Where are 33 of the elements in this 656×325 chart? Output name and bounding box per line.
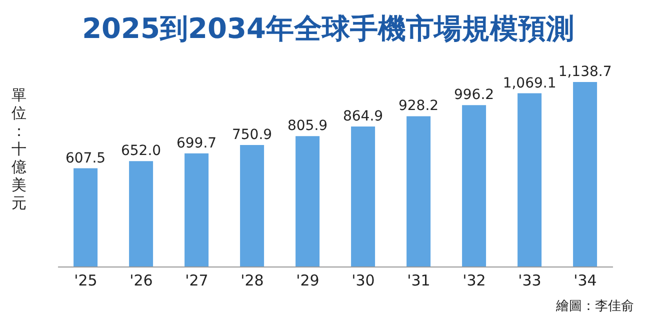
bar <box>184 153 209 267</box>
data-label: 607.5 <box>65 150 106 166</box>
chart-title: 2025到2034年全球手機市場規模預測 <box>81 11 575 47</box>
bar <box>351 126 376 267</box>
x-tick-label: '33 <box>518 272 542 290</box>
text: 繪圖：李佳俞 <box>556 298 634 315</box>
bar <box>406 116 431 267</box>
data-label: 699.7 <box>176 135 217 152</box>
x-tick-label: '34 <box>574 272 597 290</box>
data-label: 750.9 <box>232 127 272 144</box>
x-tick-label: '26 <box>130 272 153 290</box>
bar <box>296 136 320 267</box>
data-label: 1,138.7 <box>558 64 612 80</box>
data-label: 864.9 <box>342 108 384 124</box>
bar <box>462 105 486 267</box>
x-tick-label: '29 <box>296 272 320 290</box>
x-tick-label: '28 <box>240 272 264 290</box>
x-tick-label: '32 <box>462 272 486 290</box>
x-tick-label: '30 <box>352 272 375 290</box>
bar <box>518 93 542 267</box>
x-tick-label: '27 <box>185 272 208 290</box>
bar <box>74 168 98 267</box>
data-label: 928.2 <box>398 98 439 114</box>
bar <box>240 145 264 267</box>
x-tick-label: '31 <box>407 272 430 290</box>
bar <box>573 82 598 267</box>
x-tick-label: '25 <box>74 272 98 290</box>
data-label: 1,069.1 <box>502 75 556 92</box>
data-label: 996.2 <box>454 87 494 104</box>
data-label: 805.9 <box>287 118 328 134</box>
data-label: 652.0 <box>120 143 162 160</box>
bar <box>129 161 154 267</box>
y-axis-title: 單位：十億美元 <box>10 86 28 212</box>
